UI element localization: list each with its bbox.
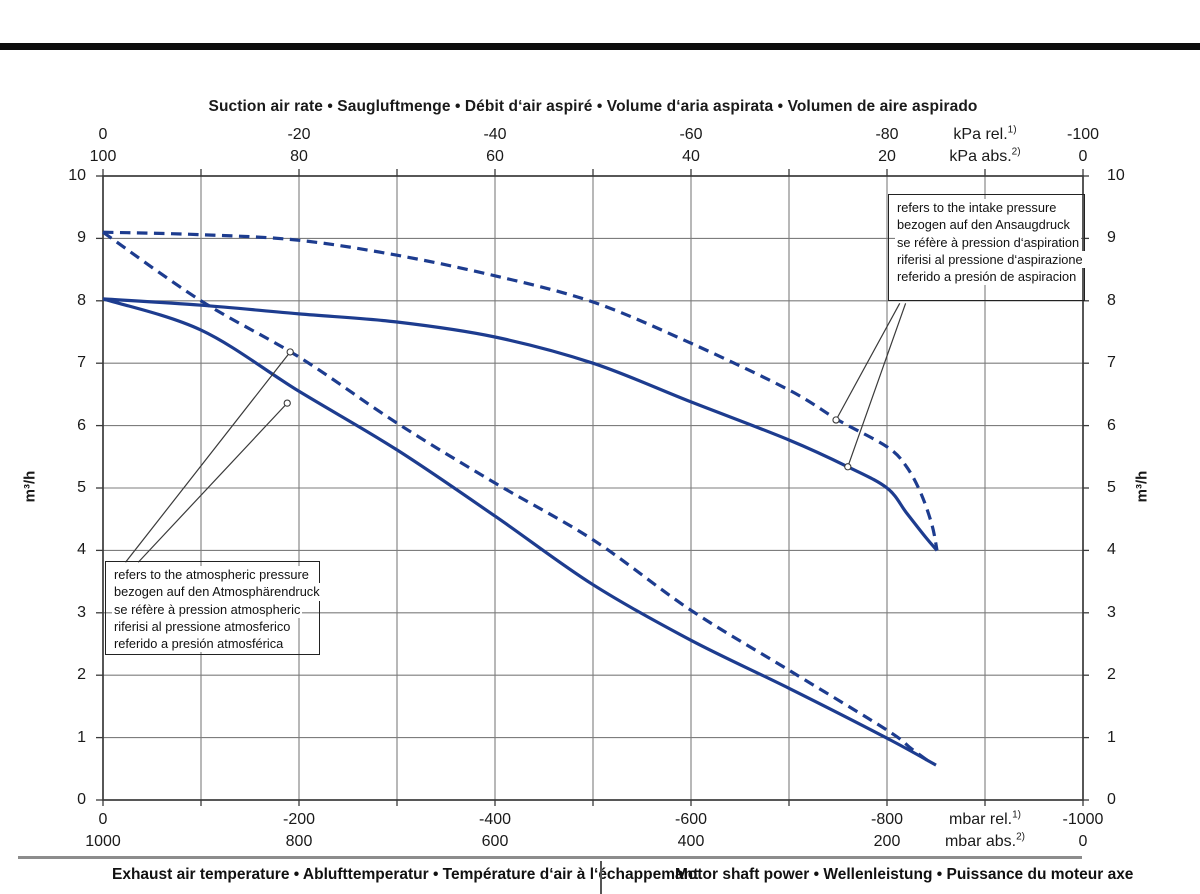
annotation-leader-line [137,402,288,563]
footer-caption-motor-shaft-power: Motor shaft power • Wellenleistung • Pui… [675,866,1134,883]
annotation-leader-marker [844,463,852,471]
y-tick-right: 5 [1107,479,1116,496]
x-tick-mbar-abs: 1000 [85,833,121,850]
x-tick-kpa-abs: 40 [682,148,700,165]
annotation-line: se réfère à pression atmospheric [112,600,303,618]
y-tick-right: 9 [1107,229,1116,247]
y-tick-left: 8 [77,291,86,309]
x-tick-kpa-abs-unit: kPa abs.2) [949,146,1021,165]
x-tick-kpa-rel-unit: kPa rel.1) [953,124,1017,143]
y-axis-unit-right: m³/h [1133,470,1151,503]
y-tick-left: 2 [77,666,86,684]
annotation-leader-line [847,303,907,467]
x-tick-kpa-rel: -20 [287,126,311,143]
y-tick-right: 6 [1107,416,1116,434]
y-tick-right: 1 [1107,728,1116,746]
annotation-leader-marker [283,399,291,407]
y-axis-unit-left: m³/h [21,470,39,503]
annotation-atmospheric-pressure: refers to the atmospheric pressure bezog… [105,561,322,655]
x-tick-mbar-abs-unit: mbar abs.2) [944,831,1026,850]
annotation-line: riferisi al pressione d‘aspirazione [895,250,1085,269]
annotation-line: refers to the atmospheric pressure [112,566,311,584]
unit-footnote-superscript: 1) [1007,124,1017,136]
annotation-leader-line [835,303,901,421]
x-tick-kpa-rel: -80 [875,126,899,143]
annotation-line: referido a presión de aspiracion [895,268,1079,286]
annotation-intake-pressure: refers to the intake pressure bezogen au… [888,194,1085,301]
y-tick-right: 2 [1107,666,1116,684]
x-tick-mbar-rel: 0 [98,811,108,828]
x-tick-mbar-rel: -600 [674,811,708,828]
annotation-line: bezogen auf den Atmosphärendruck [112,583,322,601]
x-tick-mbar-abs: 800 [285,833,313,850]
y-tick-left: 9 [77,229,86,247]
y-tick-right: 7 [1107,354,1116,372]
unit-footnote-superscript: 1) [1012,809,1022,821]
y-tick-left: 6 [77,416,86,434]
top-rule [0,43,1200,50]
x-tick-kpa-rel: 0 [98,126,108,143]
footer-caption-exhaust-air-temperature: Exhaust air temperature • Ablufttemperat… [112,866,699,883]
y-tick-left: 4 [77,541,86,559]
annotation-leader-line [125,351,291,563]
annotation-line: bezogen auf den Ansaugdruck [895,216,1072,234]
x-tick-mbar-rel: -1000 [1062,811,1104,828]
annotation-leader-marker [286,348,294,356]
y-tick-right: 10 [1107,167,1125,184]
y-tick-right: 3 [1107,603,1116,621]
y-tick-right: 0 [1107,791,1116,808]
x-tick-kpa-rel: -60 [679,126,703,143]
x-tick-kpa-abs: 60 [486,148,504,165]
x-tick-mbar-abs: 200 [873,833,901,850]
chart-title: Suction air rate • Saugluftmenge • Débit… [208,98,978,115]
x-tick-mbar-rel: -400 [478,811,512,828]
y-tick-right: 4 [1107,541,1116,559]
annotation-leader-marker [832,416,840,424]
curve-atmospheric-dashed [102,230,934,766]
x-tick-kpa-abs: 20 [878,148,896,165]
curve-intake-solid [102,297,939,552]
x-tick-mbar-rel-unit: mbar rel.1) [948,809,1022,828]
y-tick-right: 8 [1107,291,1116,309]
y-tick-left: 3 [77,603,86,621]
x-tick-kpa-abs: 80 [290,148,308,165]
x-tick-kpa-abs: 0 [1078,148,1088,165]
unit-footnote-superscript: 2) [1011,146,1021,158]
y-tick-left: 5 [77,479,86,496]
y-tick-left: 0 [77,791,86,808]
unit-footnote-superscript: 2) [1016,831,1026,843]
x-tick-kpa-rel: -100 [1066,126,1100,143]
y-tick-left: 10 [68,167,86,184]
y-tick-left: 7 [77,354,86,372]
annotation-line: referido a presión atmosférica [112,635,286,653]
x-tick-mbar-rel: -200 [282,811,316,828]
x-tick-mbar-abs: 600 [481,833,509,850]
footer-caption-divider [600,861,602,894]
curve-intake-dashed [102,230,939,551]
curve-atmospheric-solid [102,297,937,767]
plot-border [102,175,1084,801]
x-tick-kpa-rel: -40 [483,126,507,143]
y-tick-left: 1 [77,728,86,746]
annotation-line: se réfère à pression d‘aspiration [895,233,1082,251]
annotation-line: refers to the intake pressure [895,199,1059,217]
x-tick-mbar-abs: 0 [1078,833,1088,850]
annotation-line: riferisi al pressione atmosferico [112,617,293,636]
footer-rule [18,856,1082,859]
x-tick-mbar-rel: -800 [870,811,904,828]
x-tick-mbar-abs: 400 [677,833,705,850]
x-tick-kpa-abs: 100 [89,148,117,165]
